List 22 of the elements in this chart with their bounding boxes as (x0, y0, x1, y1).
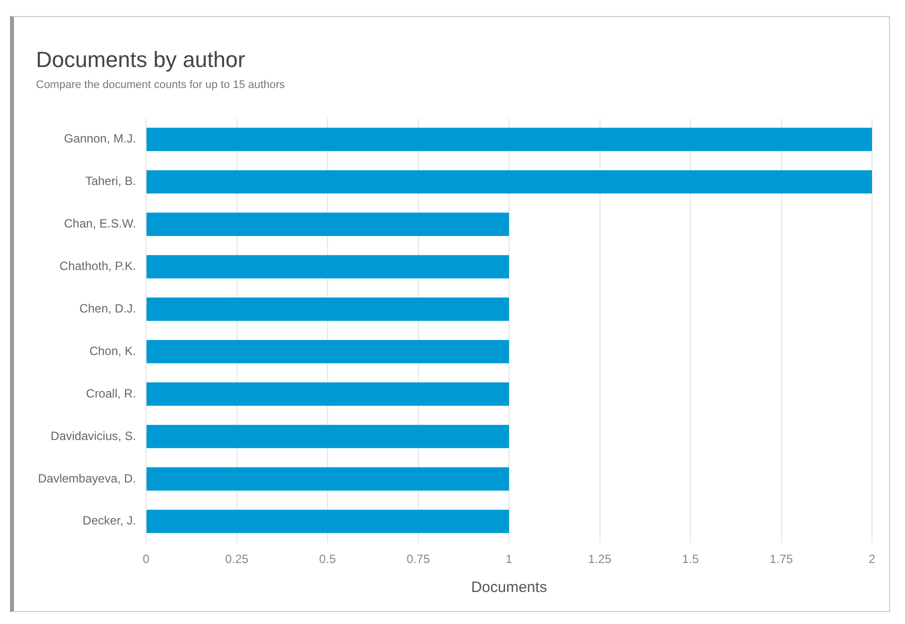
x-axis-title: Documents (471, 579, 547, 596)
x-tick-label: 0.25 (225, 552, 249, 566)
x-tick-label: 1.5 (682, 552, 700, 566)
y-tick-label: Chen, D.J. (79, 301, 136, 316)
x-tick-label: 1.75 (770, 552, 794, 566)
x-tick-label: 1.25 (588, 552, 612, 566)
chart-subtitle: Compare the document counts for up to 15 authors (36, 79, 285, 91)
y-tick-label: Gannon, M.J. (64, 132, 136, 146)
y-tick-label: Chan, E.S.W. (64, 216, 136, 231)
y-tick-label: Davlembayeva, D. (38, 471, 136, 486)
x-tick-label: 0.5 (319, 552, 336, 566)
y-tick-label: Chathoth, P.K. (60, 259, 136, 274)
x-tick-label: 1 (506, 552, 513, 566)
chart-title: Documents by author (36, 47, 246, 73)
y-tick-label: Taheri, B. (85, 174, 136, 188)
y-tick-label: Croall, R. (86, 386, 136, 400)
y-tick-label: Davidavicius, S. (50, 428, 136, 443)
x-tick-label: 2 (868, 552, 876, 566)
x-tick-label: 0 (142, 552, 150, 566)
y-tick-label: Chon, K. (89, 344, 136, 358)
y-tick-label: Decker, J. (82, 514, 136, 528)
x-tick-label: 0.75 (406, 552, 430, 566)
